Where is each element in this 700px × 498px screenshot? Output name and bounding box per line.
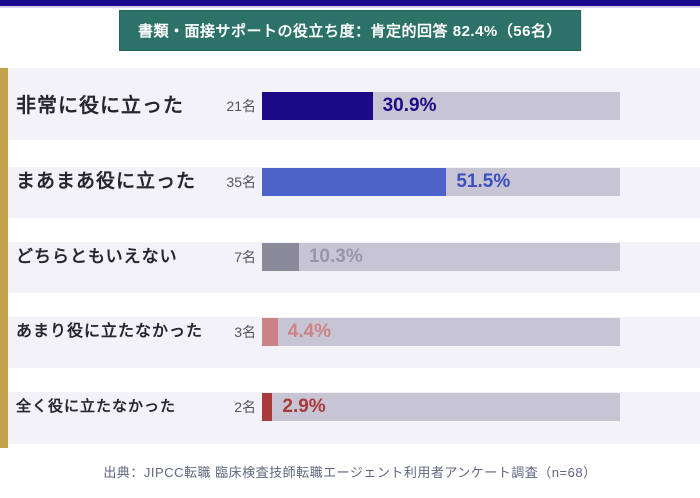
top-border-underline bbox=[0, 6, 700, 8]
count-label: 35名 bbox=[226, 174, 256, 190]
bar-fill bbox=[262, 318, 278, 346]
count-label: 2名 bbox=[234, 399, 256, 415]
count-label: 21名 bbox=[226, 98, 256, 114]
bar-track bbox=[262, 168, 620, 196]
source-note: 出典：JIPCC転職 臨床検査技師転職エージェント利用者アンケート調査（n=68… bbox=[103, 465, 597, 480]
bar-track bbox=[262, 92, 620, 120]
bar-track bbox=[262, 318, 620, 346]
left-accent-bar bbox=[0, 68, 8, 448]
bar-fill bbox=[262, 168, 447, 196]
top-border-strip bbox=[0, 0, 700, 6]
count-label: 7名 bbox=[234, 249, 256, 265]
value-label: 10.3% bbox=[308, 246, 363, 267]
category-label: 非常に役に立った bbox=[16, 95, 184, 117]
category-label: どちらともいえない bbox=[16, 247, 178, 266]
value-label: 30.9% bbox=[382, 95, 437, 116]
value-label: 2.9% bbox=[282, 396, 326, 417]
bar-fill bbox=[262, 92, 373, 120]
category-label: あまり役に立たなかった bbox=[16, 323, 204, 340]
chart-title-banner: 書類・面接サポートの役立ち度：肯定的回答 82.4%（56名） bbox=[119, 10, 581, 51]
value-label: 4.4% bbox=[287, 321, 332, 342]
category-label: まあまあ役に立った bbox=[16, 171, 197, 192]
bar-fill bbox=[262, 393, 273, 421]
bar-fill bbox=[262, 243, 299, 271]
count-label: 3名 bbox=[234, 324, 256, 340]
category-label: 全く役に立たなかった bbox=[16, 398, 177, 415]
value-label: 51.5% bbox=[456, 171, 511, 192]
bar-track bbox=[262, 243, 620, 271]
bar-track bbox=[262, 393, 620, 421]
